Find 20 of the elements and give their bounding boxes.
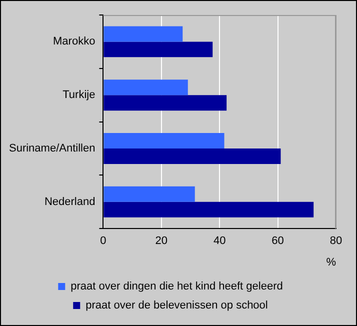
bar bbox=[104, 202, 314, 218]
x-tick-label: 80 bbox=[330, 235, 342, 248]
bar bbox=[104, 148, 281, 164]
y-tick-label: Turkije bbox=[62, 89, 96, 102]
x-tick-label: 0 bbox=[100, 235, 106, 248]
bar bbox=[104, 26, 183, 42]
x-tick-label: 20 bbox=[155, 235, 168, 248]
x-axis-title: % bbox=[326, 256, 336, 268]
bar bbox=[104, 80, 188, 96]
bar bbox=[104, 95, 227, 111]
legend-label: praat over de belevenissen op school bbox=[86, 300, 268, 312]
x-tick-label: 40 bbox=[213, 235, 226, 248]
x-tick-label: 60 bbox=[272, 235, 284, 248]
y-tick-label: Marokko bbox=[53, 36, 96, 48]
legend-label: praat over dingen die het kind heeft geleerd bbox=[70, 280, 283, 293]
y-tick-label: Nederland bbox=[44, 196, 96, 208]
bar bbox=[104, 133, 224, 148]
bar bbox=[104, 186, 195, 202]
bar bbox=[104, 42, 213, 58]
y-tick-label: Suriname/Antillen bbox=[8, 142, 96, 155]
